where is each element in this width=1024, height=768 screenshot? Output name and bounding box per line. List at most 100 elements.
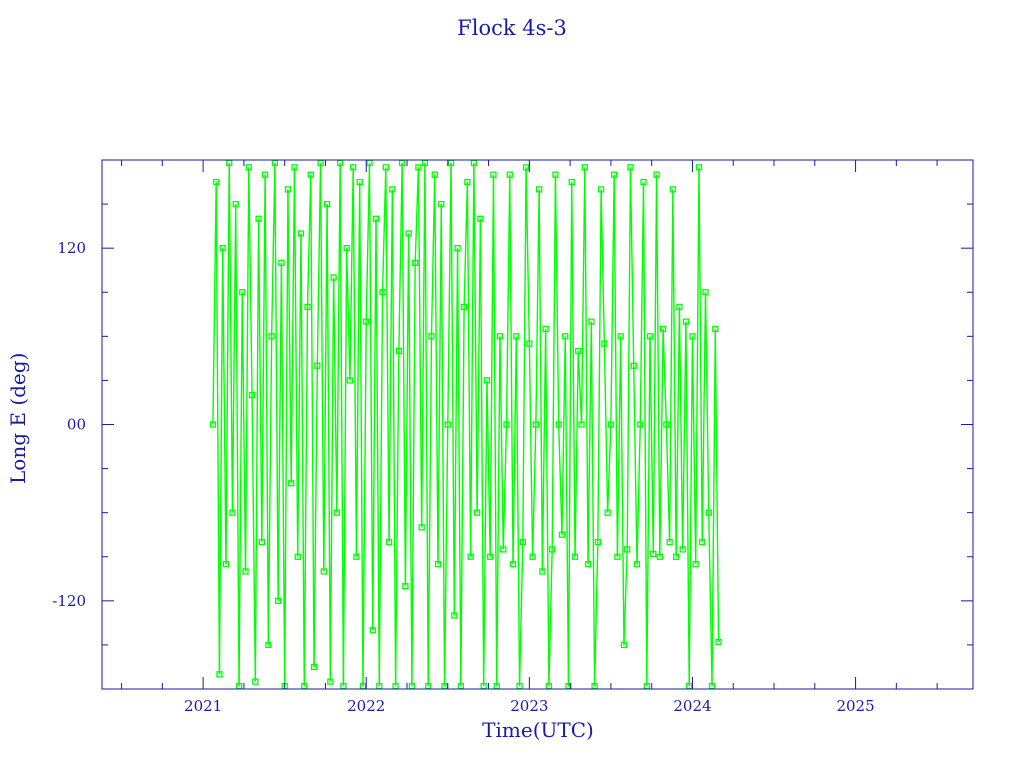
series-segment xyxy=(303,306,309,687)
data-point xyxy=(382,164,389,171)
data-point xyxy=(526,340,533,347)
data-point xyxy=(522,164,530,171)
series-segment xyxy=(368,162,374,631)
data-point xyxy=(460,303,468,311)
series-segment xyxy=(574,351,579,557)
x-tick-label: 2024 xyxy=(673,697,711,715)
series-segment xyxy=(629,167,635,366)
data-point xyxy=(646,333,654,340)
series-segment xyxy=(662,328,668,425)
data-point xyxy=(650,550,657,557)
series-segment xyxy=(541,328,547,572)
series-segment xyxy=(584,167,589,565)
data-point xyxy=(529,553,536,560)
data-point xyxy=(451,612,458,619)
series-segment xyxy=(668,189,674,543)
series-segment xyxy=(365,162,371,322)
data-point xyxy=(255,215,262,222)
series-segment xyxy=(339,162,345,687)
series-segment xyxy=(642,182,648,687)
data-point xyxy=(633,560,641,568)
data-point xyxy=(477,215,484,222)
data-point xyxy=(464,178,471,186)
data-point xyxy=(614,553,621,560)
series-segment xyxy=(316,162,322,366)
series-segment xyxy=(326,204,332,682)
series-segment xyxy=(571,182,576,557)
data-point xyxy=(627,164,634,171)
data-point xyxy=(209,421,217,428)
data-point xyxy=(552,171,559,178)
series-segment xyxy=(277,262,283,601)
series-segment xyxy=(235,204,240,687)
series-segment xyxy=(616,336,622,557)
series-segment xyxy=(466,182,472,557)
series-segment xyxy=(675,306,681,557)
series-segment xyxy=(283,189,289,687)
series-segment xyxy=(613,174,619,557)
series-segment xyxy=(619,336,625,645)
data-point xyxy=(284,186,292,193)
series-segment xyxy=(394,351,400,687)
series-segment xyxy=(704,292,710,513)
series-segment xyxy=(636,424,641,565)
series-segment xyxy=(450,162,456,616)
data-point xyxy=(663,421,670,428)
data-point xyxy=(330,274,337,281)
data-point xyxy=(245,164,252,171)
series-segment xyxy=(362,321,367,687)
series-segment xyxy=(352,167,358,557)
data-point xyxy=(653,171,660,178)
series-segment xyxy=(332,277,338,513)
series-segment xyxy=(372,218,377,631)
data-point xyxy=(558,531,566,538)
series-segment xyxy=(407,233,413,687)
data-point xyxy=(581,164,588,171)
data-point xyxy=(418,524,425,531)
series-segment xyxy=(349,167,354,381)
series-segment xyxy=(417,167,423,528)
data-point xyxy=(637,421,644,428)
series-segment xyxy=(267,336,273,645)
data-point xyxy=(496,333,504,340)
data-point xyxy=(513,333,520,340)
data-point xyxy=(715,638,722,646)
data-point xyxy=(542,325,549,333)
data-point xyxy=(294,553,301,560)
series-segment xyxy=(378,292,384,687)
series-segment xyxy=(522,167,527,543)
series-segment xyxy=(329,277,335,682)
data-point xyxy=(275,597,282,604)
series-segment xyxy=(411,262,416,687)
data-point xyxy=(333,509,341,516)
data-point xyxy=(467,553,474,560)
data-point xyxy=(405,230,412,237)
data-point xyxy=(689,333,696,340)
data-point xyxy=(692,560,699,568)
series-segment xyxy=(652,174,658,554)
data-point xyxy=(222,560,230,568)
plot-frame xyxy=(101,159,974,690)
series-segment xyxy=(714,328,720,642)
data-point xyxy=(672,553,680,560)
data-point xyxy=(232,200,239,208)
data-point xyxy=(438,200,445,208)
series-segment xyxy=(453,248,459,616)
series-segment xyxy=(420,162,426,528)
series-segment xyxy=(649,336,655,554)
series-segment xyxy=(603,343,609,513)
data-point xyxy=(229,509,236,516)
data-point xyxy=(239,289,246,296)
series-segment xyxy=(479,218,485,687)
data-point xyxy=(562,333,569,340)
series-segment xyxy=(257,218,263,543)
data-point xyxy=(291,164,298,171)
series-segment xyxy=(388,189,394,543)
series-segment xyxy=(476,218,482,513)
series-segment xyxy=(404,233,410,587)
data-point xyxy=(369,627,376,634)
data-point xyxy=(216,671,223,678)
data-point xyxy=(327,678,334,685)
series-segment xyxy=(385,167,390,543)
